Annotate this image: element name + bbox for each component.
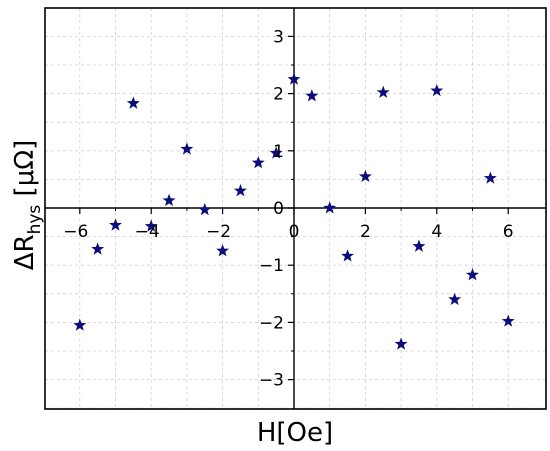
data-point-star <box>216 244 230 257</box>
x-tick-label: 0 <box>289 222 300 242</box>
x-tick-label: −6 <box>63 222 88 242</box>
y-axis-title: ΔRhys [μΩ] <box>10 140 45 271</box>
data-point-star <box>323 201 337 214</box>
y-axis-title-unit: [μΩ] <box>10 140 40 205</box>
y-tick-label: −1 <box>259 256 284 276</box>
data-point-star <box>73 318 87 331</box>
data-point-star <box>109 218 122 231</box>
y-tick-label: 0 <box>273 199 284 219</box>
y-axis-title-subscript: hys <box>25 205 45 235</box>
data-point-star <box>269 146 283 159</box>
data-points <box>73 72 515 350</box>
data-point-star <box>483 171 497 184</box>
x-tick-label: −2 <box>206 222 231 242</box>
axes <box>44 7 547 410</box>
data-point-star <box>376 85 390 98</box>
data-point-star <box>501 314 515 327</box>
x-axis-title: H[Oe] <box>257 418 333 448</box>
data-point-star <box>198 202 212 216</box>
y-tick-label: 3 <box>273 27 284 47</box>
data-point-star <box>305 89 319 102</box>
x-tick-label: 4 <box>431 222 442 242</box>
data-point-star <box>126 96 140 109</box>
data-point-star <box>162 193 176 207</box>
data-point-star <box>412 239 426 252</box>
data-point-star <box>233 184 247 197</box>
data-point-star <box>91 242 105 255</box>
x-tick-label: −4 <box>135 222 160 242</box>
data-point-star <box>394 337 408 350</box>
y-tick-label: −3 <box>259 371 284 391</box>
data-point-star <box>358 169 372 183</box>
data-point-star <box>448 292 462 306</box>
y-axis-title-main: ΔR <box>10 234 40 270</box>
x-tick-label: 2 <box>360 222 371 242</box>
x-tick-label: 6 <box>503 222 514 242</box>
y-tick-label: −2 <box>259 313 284 333</box>
data-point-star <box>251 156 265 169</box>
y-tick-label: 2 <box>273 85 284 105</box>
data-point-star <box>144 219 158 232</box>
y-tick-label: 1 <box>273 142 284 162</box>
data-point-star <box>466 268 479 281</box>
data-point-star <box>430 83 444 97</box>
data-point-star <box>287 72 301 85</box>
data-point-star <box>180 142 194 155</box>
data-point-star <box>341 249 355 262</box>
